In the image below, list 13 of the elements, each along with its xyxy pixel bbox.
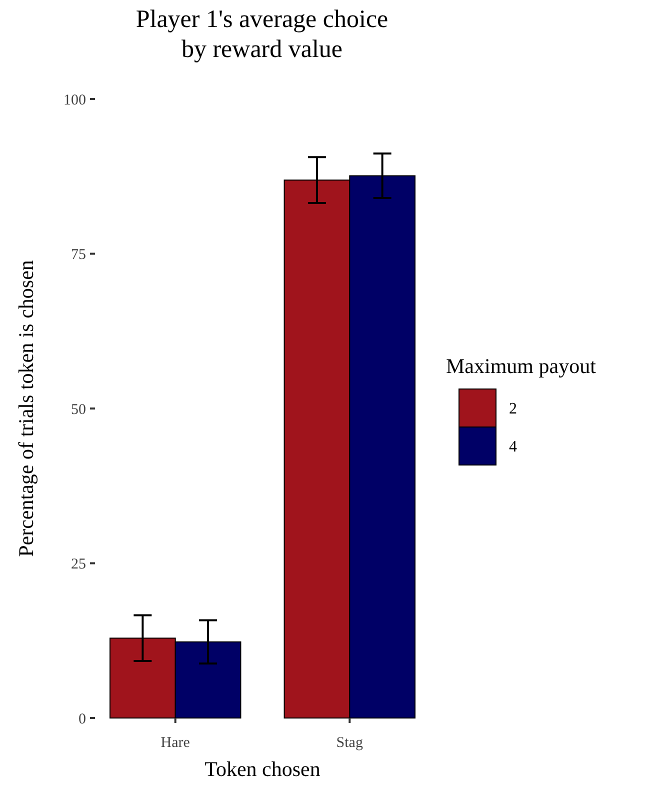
- y-tick-label: 25: [71, 556, 86, 572]
- x-tick-label: Stag: [336, 735, 364, 751]
- y-tick-label: 100: [64, 92, 86, 108]
- legend-label: 2: [509, 400, 517, 418]
- x-tick-label: Hare: [160, 735, 190, 751]
- chart-title: Player 1's average choice by reward value: [136, 6, 388, 63]
- legend-label: 4: [509, 438, 517, 456]
- legend-title: Maximum payout: [446, 354, 596, 378]
- y-tick-label: 75: [71, 247, 86, 263]
- x-axis-title: Token chosen: [204, 757, 321, 781]
- y-tick-label: 0: [78, 711, 86, 728]
- y-tick-label: 50: [71, 402, 86, 418]
- y-axis-title: Percentage of trials token is chosen: [14, 260, 38, 557]
